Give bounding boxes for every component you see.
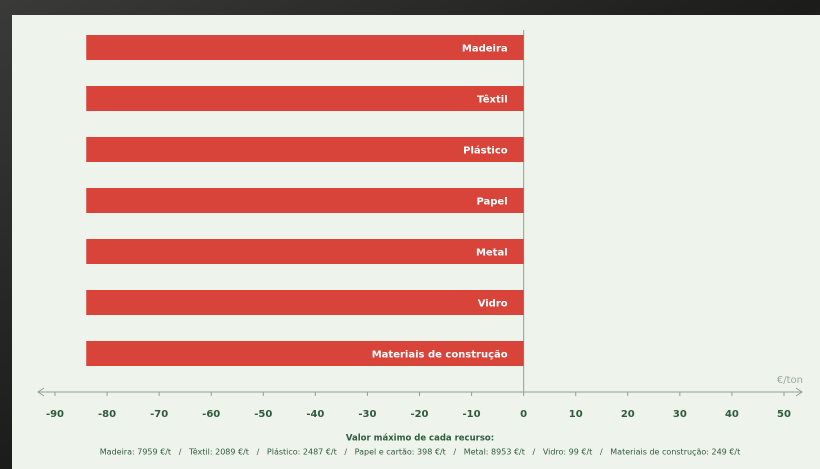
note: Madeira: 7959 €/t / Têxtil: 2089 €/t / P…: [100, 447, 740, 457]
bar: [86, 341, 524, 366]
x-tick-label: -50: [254, 409, 272, 420]
bar-label: Plástico: [463, 145, 508, 157]
x-tick-label: 30: [673, 409, 687, 420]
x-tick-label: 0: [520, 409, 527, 420]
x-tick-label: -20: [410, 409, 428, 420]
note-title: Valor máximo de cada recurso:: [346, 434, 494, 444]
x-tick-label: 50: [777, 409, 791, 420]
bar-label: Materiais de construção: [372, 350, 508, 361]
x-tick-label: -80: [98, 409, 116, 420]
axis-arrow: [37, 387, 45, 397]
bar-label: Metal: [476, 248, 508, 259]
axis-arrow: [795, 387, 803, 397]
bar-label: Papel: [476, 197, 507, 208]
x-tick-label: -40: [306, 409, 324, 420]
x-tick-label: 20: [621, 409, 635, 420]
bar: [86, 239, 524, 264]
x-tick-label: -30: [358, 409, 376, 420]
x-tick-label: -60: [202, 409, 220, 420]
bar: [86, 137, 524, 162]
x-tick-label: 10: [569, 409, 583, 420]
bar: [86, 86, 524, 111]
bar-label: Vidro: [478, 299, 508, 310]
bar: [86, 35, 524, 60]
x-tick-label: -10: [463, 409, 481, 420]
bar: [86, 290, 524, 315]
bar-label: Madeira: [462, 44, 508, 55]
x-tick-label: -70: [150, 409, 168, 420]
x-tick-label: 40: [725, 409, 739, 420]
bar: [86, 188, 524, 213]
x-axis-label: €/ton: [777, 375, 803, 386]
x-tick-label: -90: [46, 409, 64, 420]
bar-label: Têxtil: [477, 94, 508, 106]
